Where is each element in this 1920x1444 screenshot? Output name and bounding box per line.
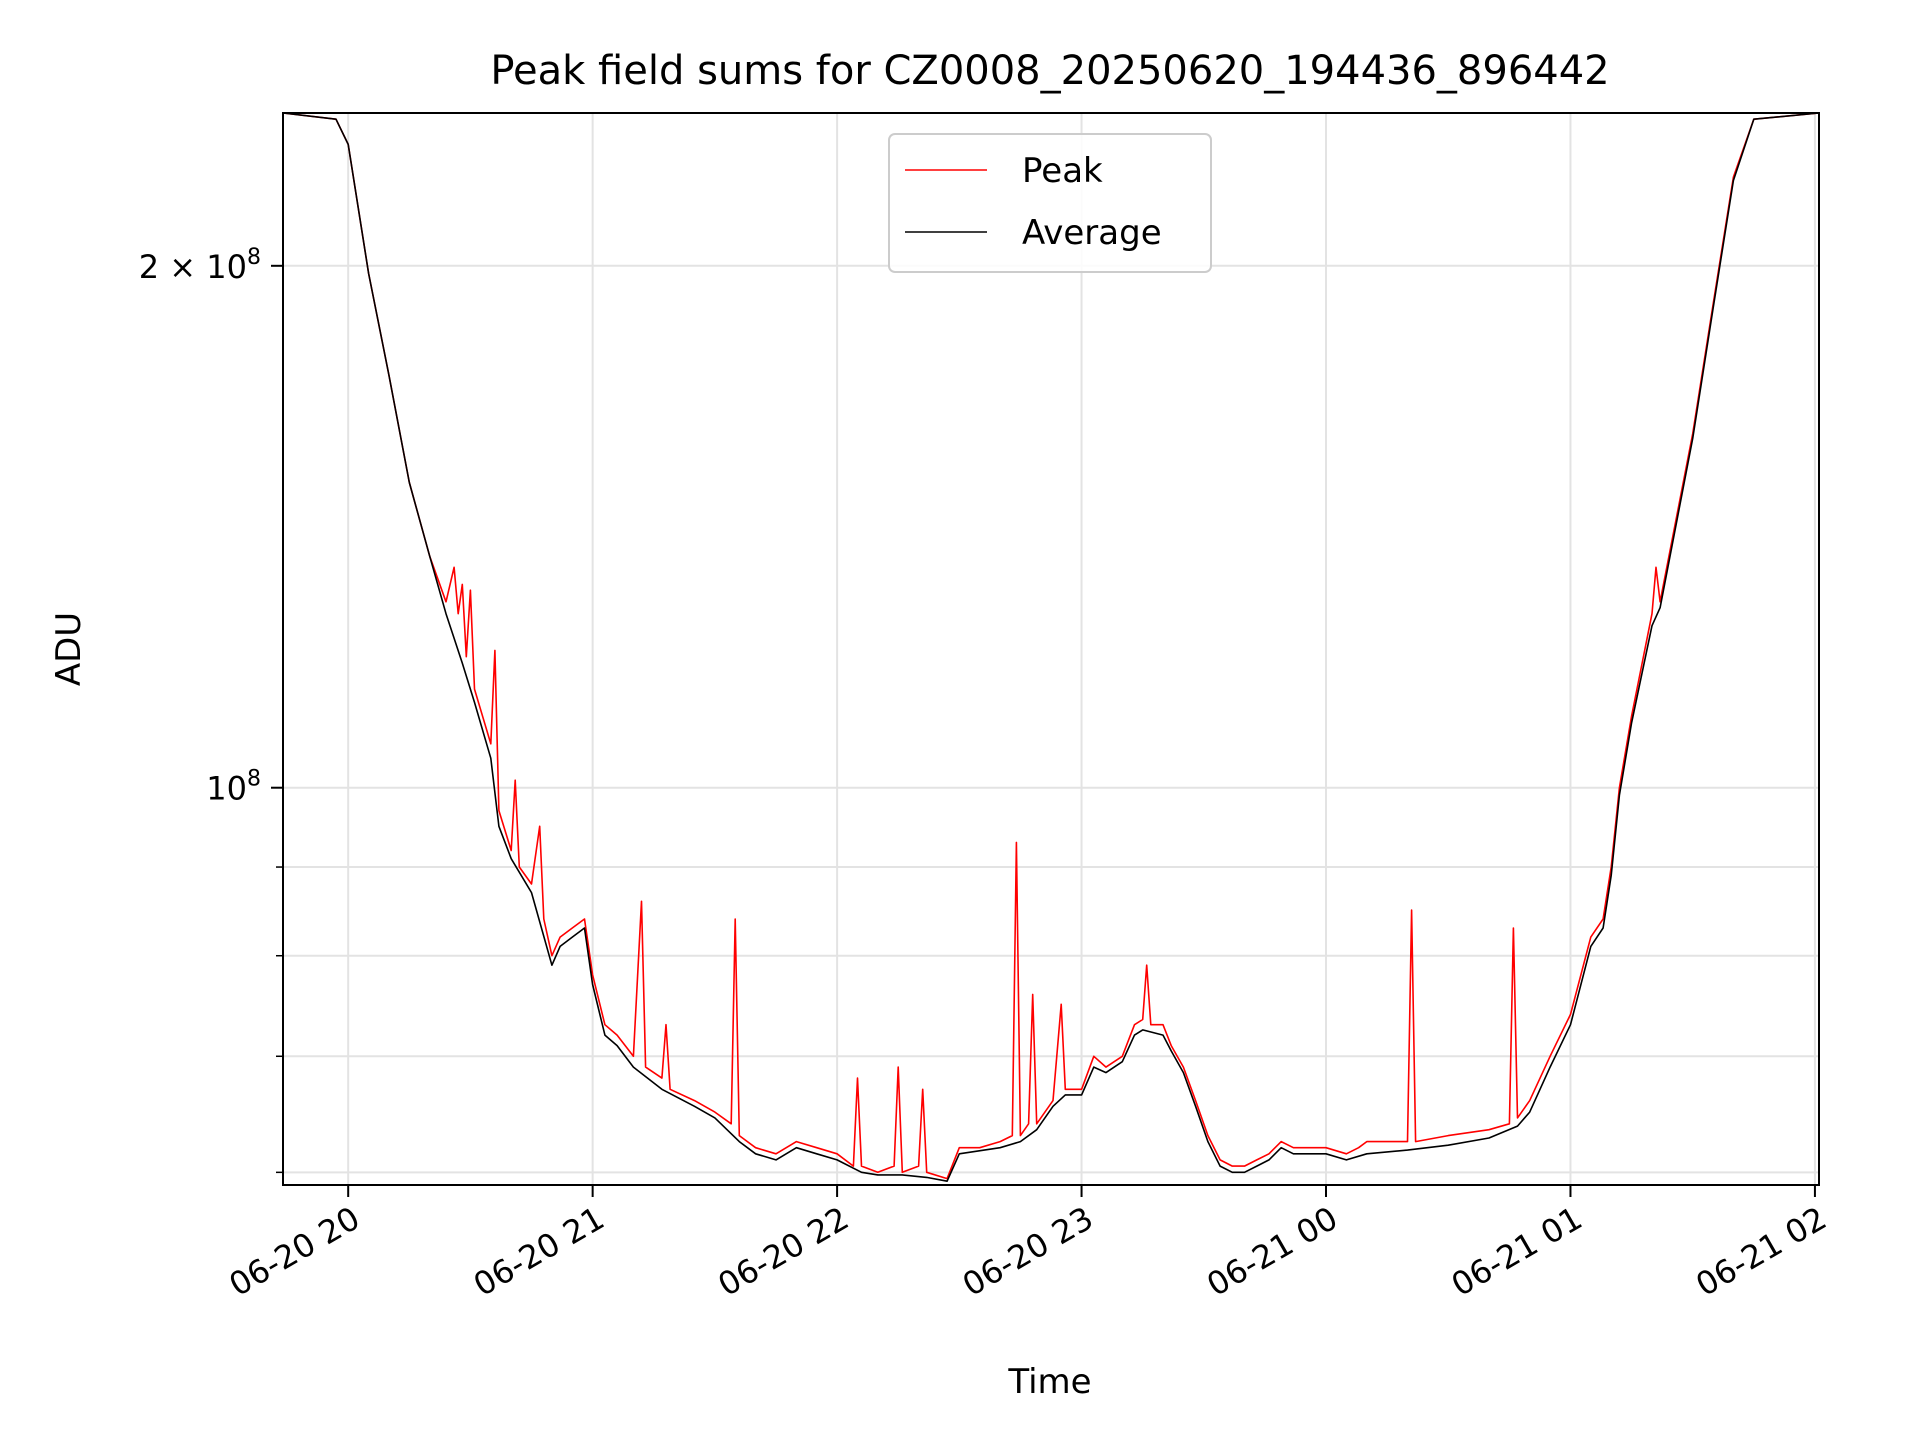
legend-box <box>888 133 1212 273</box>
series-line-peak <box>282 112 1820 1180</box>
series-line-average <box>282 112 1820 1182</box>
y-tick-label: 2 × 108 <box>139 245 261 286</box>
legend-label-peak: Peak <box>1022 151 1103 191</box>
y-tick-label: 108 <box>206 767 261 808</box>
series-lines <box>282 112 1820 1182</box>
legend-label-average: Average <box>1022 213 1162 253</box>
plot-frame <box>282 112 1820 1186</box>
y-axis: 2 × 108 108 <box>139 245 283 1174</box>
legend: Peak Average <box>888 133 1212 273</box>
x-axis-label: Time <box>1007 1362 1091 1402</box>
chart-title: Peak field sums for CZ0008_20250620_1944… <box>490 48 1609 94</box>
grid-lines <box>283 113 1819 1185</box>
y-axis-label: ADU <box>49 612 89 686</box>
